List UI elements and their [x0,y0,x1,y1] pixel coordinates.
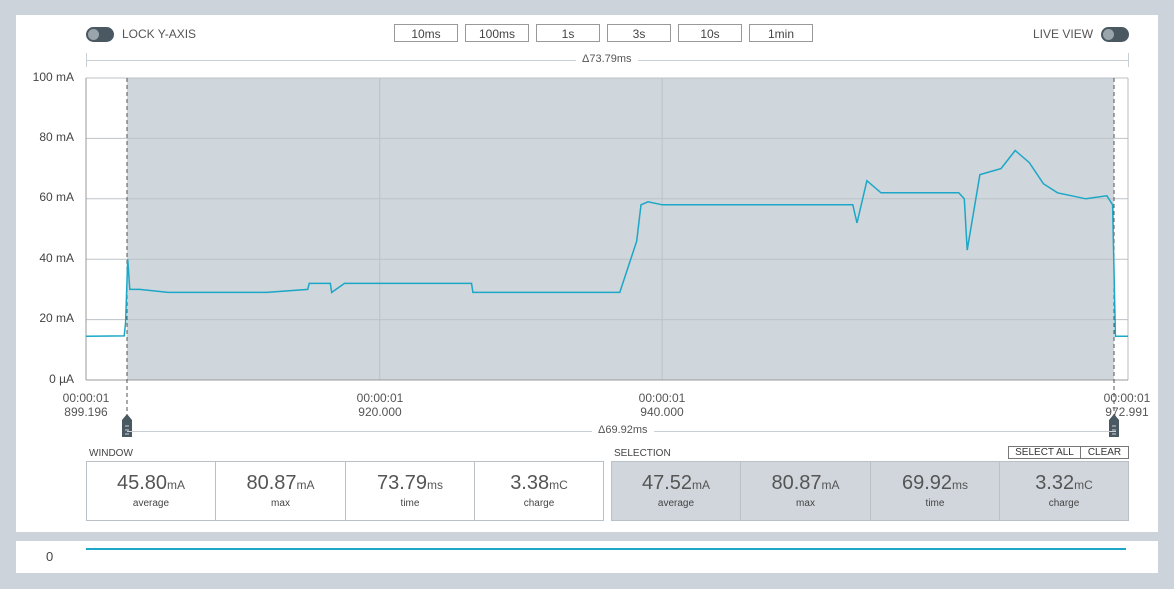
time-button-3s[interactable]: 3s [607,24,671,42]
select-all-button[interactable]: SELECT ALL [1008,446,1081,459]
stat-unit: mA [296,478,315,492]
y-tick-label: 60 mA [39,190,74,204]
x-tick-ms: 972.991 [1105,405,1149,419]
main-panel [16,15,1158,532]
stat-value: 45.80 [116,472,168,494]
selection-max-stat: 80.87mA max [740,461,871,521]
window-average-stat: 45.80mA average [86,461,216,521]
x-tick-label-3: 00:00:01 972.991 [1087,391,1167,419]
minimap-zero-label: 0 [46,549,54,564]
x-tick-label-1: 00:00:01 920.000 [340,391,420,419]
y-tick-label: 100 mA [32,70,74,84]
selection-average-stat: 47.52mA average [611,461,741,521]
window-max-stat: 80.87mA max [215,461,346,521]
x-tick-ms: 940.000 [640,405,684,419]
y-tick-label: 80 mA [39,130,74,144]
stat-unit: mA [821,478,840,492]
x-tick-time: 00:00:01 [638,391,686,405]
window-section-title: WINDOW [89,448,133,459]
window-delta-label: Δ73.79ms [576,53,638,65]
time-button-1s[interactable]: 1s [536,24,600,42]
y-tick-label: 0 µA [49,372,74,386]
stat-unit: mC [1074,478,1093,492]
stat-unit: mA [692,478,711,492]
lock-y-axis-label: LOCK Y-AXIS [122,27,197,41]
selection-section-title: SELECTION [614,448,671,459]
minimap-panel [16,541,1158,573]
minimap-trace[interactable] [86,548,1126,550]
x-tick-time: 00:00:01 [356,391,404,405]
x-tick-ms: 899.196 [64,405,108,419]
y-tick-label: 40 mA [39,251,74,265]
window-charge-stat: 3.38mC charge [474,461,604,521]
lock-y-axis-toggle[interactable] [86,26,114,42]
x-tick-ms: 920.000 [358,405,402,419]
stat-value: 80.87 [246,472,297,494]
stat-value: 3.38 [510,472,550,494]
stat-label: time [400,498,420,509]
selection-delta-label: Δ69.92ms [592,424,654,436]
stat-value: 3.32 [1035,472,1075,494]
live-view-label: LIVE VIEW [1033,27,1094,41]
stat-value: 80.87 [771,472,822,494]
lock-y-axis-control[interactable]: LOCK Y-AXIS [86,26,196,42]
x-tick-time: 00:00:01 [62,391,110,405]
clear-button[interactable]: CLEAR [1080,446,1129,459]
stat-label: charge [523,498,555,509]
live-view-toggle[interactable] [1101,26,1130,42]
selection-delta-indicator: Δ69.92ms [127,424,1116,439]
stat-unit: mA [167,478,186,492]
x-tick-label-2: 00:00:01 940.000 [622,391,702,419]
selection-charge-stat: 3.32mC charge [999,461,1129,521]
stat-value: 69.92 [901,472,953,494]
x-tick-time: 00:00:01 [1103,391,1151,405]
stat-label: time [925,498,945,509]
stat-unit: ms [952,478,969,492]
time-button-1min[interactable]: 1min [749,24,813,42]
y-tick-label: 20 mA [39,311,74,325]
stat-label: average [657,498,695,509]
stat-label: max [796,498,815,509]
stat-label: average [132,498,170,509]
time-button-10ms[interactable]: 10ms [394,24,458,42]
stat-unit: mC [549,478,568,492]
live-view-control[interactable]: LIVE VIEW [1033,26,1130,42]
stat-value: 73.79 [376,472,428,494]
selection-time-stat: 69.92ms time [870,461,1000,521]
time-button-10s[interactable]: 10s [678,24,742,42]
stat-label: max [271,498,290,509]
stat-label: charge [1048,498,1080,509]
x-tick-label-0: 00:00:01 899.196 [46,391,126,419]
window-delta-indicator: Δ73.79ms [86,53,1129,67]
time-button-100ms[interactable]: 100ms [465,24,529,42]
window-time-stat: 73.79ms time [345,461,475,521]
stat-value: 47.52 [641,472,693,494]
stat-unit: ms [427,478,444,492]
